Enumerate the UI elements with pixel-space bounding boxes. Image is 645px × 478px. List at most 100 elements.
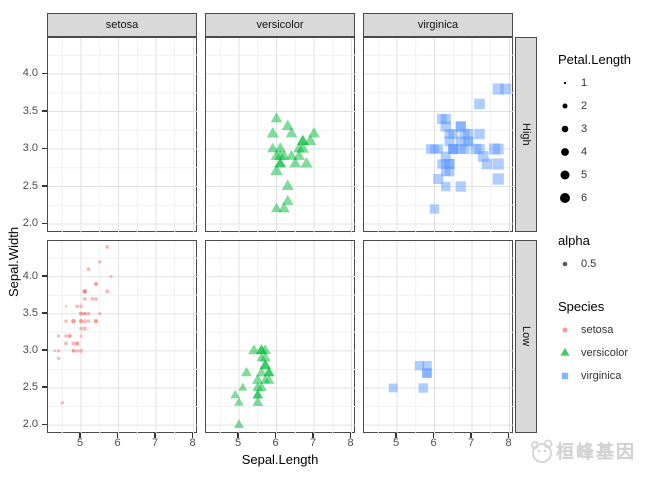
y-tick-mark xyxy=(42,110,47,112)
y-tick-label: 3.5 xyxy=(22,306,38,319)
x-axis-title: Sepal.Length xyxy=(241,452,319,467)
data-point-virginica xyxy=(492,173,504,185)
y-tick-mark xyxy=(42,423,47,426)
facet-strip-setosa: setosa xyxy=(47,13,197,37)
data-point-versicolor xyxy=(285,127,298,138)
data-point-setosa xyxy=(64,305,68,308)
data-point-versicolor xyxy=(270,112,283,123)
y-tick-mark xyxy=(42,147,47,149)
x-tick-mark xyxy=(312,433,314,438)
data-point-versicolor xyxy=(251,373,264,384)
y-tick-mark xyxy=(42,185,47,187)
x-tick-mark xyxy=(349,433,352,438)
data-point-setosa xyxy=(64,341,68,346)
data-point-setosa xyxy=(94,282,98,286)
data-point-setosa xyxy=(90,296,95,301)
data-point-setosa xyxy=(67,333,72,339)
data-point-virginica xyxy=(500,83,512,95)
data-point-virginica xyxy=(441,166,451,177)
legend-alpha-entry-label: 0.5 xyxy=(581,257,597,270)
x-tick-label: 5 xyxy=(392,437,400,449)
y-tick-label: 2.5 xyxy=(22,179,38,192)
data-point-virginica xyxy=(422,360,432,371)
data-point-setosa xyxy=(82,326,87,331)
x-tick-label: 6 xyxy=(430,437,437,449)
x-tick-label: 8 xyxy=(347,437,354,449)
x-tick-label: 7 xyxy=(467,437,475,449)
y-tick-label: 2.5 xyxy=(22,380,38,393)
data-point-versicolor xyxy=(252,389,263,399)
data-point-virginica xyxy=(474,143,485,155)
data-point-versicolor xyxy=(293,149,305,160)
y-tick-mark xyxy=(42,222,47,224)
data-point-versicolor xyxy=(281,179,294,191)
y-tick-mark xyxy=(42,275,47,277)
data-point-versicolor xyxy=(263,374,275,384)
data-point-virginica xyxy=(433,173,444,185)
x-tick-label: 6 xyxy=(272,437,279,449)
y-tick-label: 3.5 xyxy=(22,104,38,117)
data-point-virginica xyxy=(448,144,459,154)
x-tick-label: 5 xyxy=(234,437,242,449)
data-point-virginica xyxy=(422,368,432,378)
facet-strip-high: High xyxy=(515,37,537,232)
data-point-virginica xyxy=(463,136,474,147)
data-point-virginica xyxy=(455,144,466,154)
watermark-logo-icon xyxy=(531,439,553,463)
legend-species-setosa: setosa xyxy=(556,318,645,341)
legend-size-title: Petal.Length xyxy=(558,52,632,67)
x-tick-mark xyxy=(274,433,277,438)
data-point-virginica xyxy=(418,383,428,393)
y-tick-label: 4.0 xyxy=(22,67,38,79)
legend-size-6: 6 xyxy=(556,186,645,209)
data-point-setosa xyxy=(86,319,91,323)
data-point-virginica xyxy=(441,181,451,192)
data-point-setosa xyxy=(71,349,76,353)
data-point-setosa xyxy=(75,341,80,346)
data-point-virginica xyxy=(492,83,504,95)
data-point-setosa xyxy=(82,319,87,324)
panel-low-versicolor xyxy=(205,240,356,434)
y-tick-mark xyxy=(42,72,47,74)
legend-size-5-label: 5 xyxy=(581,168,588,181)
data-point-versicolor xyxy=(278,202,290,213)
legend-alpha-title: alpha xyxy=(558,233,590,248)
data-point-versicolor xyxy=(266,126,279,138)
panel-high-setosa xyxy=(47,37,198,233)
data-point-versicolor xyxy=(241,366,252,377)
data-point-versicolor xyxy=(300,156,313,168)
x-tick-mark xyxy=(395,433,397,438)
x-tick-label: 8 xyxy=(505,437,512,449)
panel-low-virginica xyxy=(363,240,514,434)
x-tick-label: 7 xyxy=(151,437,159,449)
data-point-virginica xyxy=(444,129,455,139)
x-tick-label: 6 xyxy=(114,437,121,449)
data-point-versicolor xyxy=(233,419,245,428)
data-point-setosa xyxy=(105,289,110,294)
data-point-versicolor xyxy=(267,142,279,153)
legend-size-1-label: 1 xyxy=(581,76,588,89)
data-point-versicolor xyxy=(296,141,309,153)
data-point-setosa xyxy=(105,245,110,249)
legend-alpha-entry: 0.5 xyxy=(556,252,645,275)
data-point-versicolor xyxy=(274,142,287,153)
y-tick-mark xyxy=(42,386,47,388)
x-tick-mark xyxy=(154,433,156,438)
data-point-setosa xyxy=(78,319,84,324)
data-point-virginica xyxy=(481,158,493,170)
legend-size-4-icon xyxy=(556,143,574,161)
legend-species-virginica-label: virginica xyxy=(581,369,622,382)
legend-species-setosa-icon xyxy=(556,321,574,339)
data-point-setosa xyxy=(86,267,91,272)
data-point-setosa xyxy=(79,334,83,338)
legend-alpha: alpha 0.5 xyxy=(556,233,645,275)
data-point-versicolor xyxy=(307,127,321,138)
y-tick-label: 2.0 xyxy=(22,217,38,229)
data-point-versicolor xyxy=(259,359,271,369)
data-point-setosa xyxy=(82,296,87,301)
facet-strip-low: Low xyxy=(515,240,537,433)
data-point-versicolor xyxy=(230,389,241,399)
data-point-setosa xyxy=(86,311,91,316)
data-point-versicolor xyxy=(270,149,283,160)
x-tick-label: 5 xyxy=(76,437,84,449)
